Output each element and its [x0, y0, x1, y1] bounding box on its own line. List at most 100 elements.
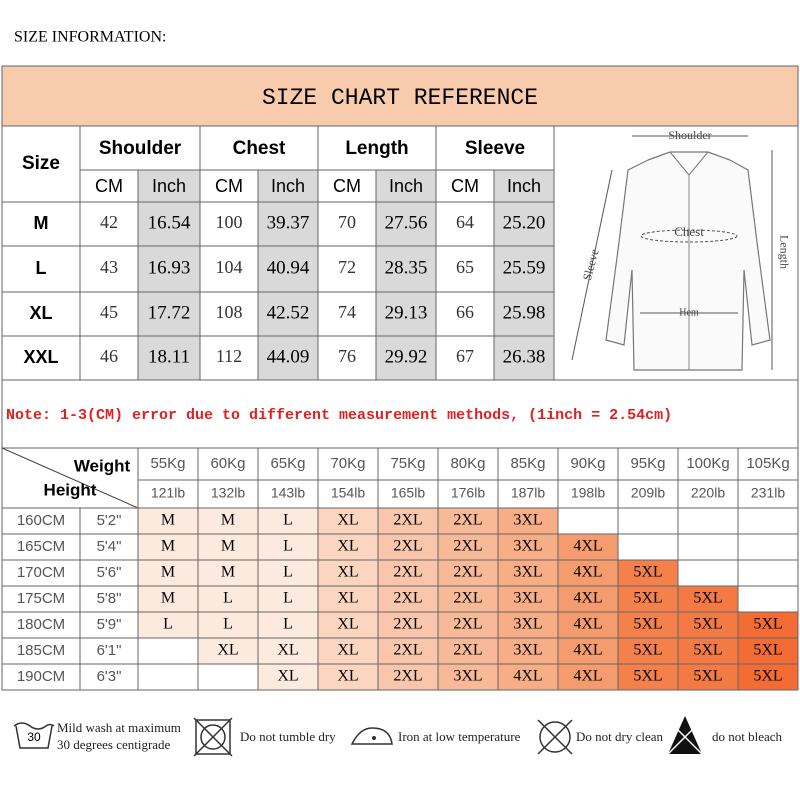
table-cell	[317, 335, 377, 381]
size-cell: 2XL	[393, 512, 422, 529]
table-cell	[257, 611, 319, 639]
table-cell	[435, 201, 495, 247]
size-cell: XL	[337, 590, 358, 607]
size-cell: L	[163, 616, 173, 633]
table-cell	[737, 533, 799, 561]
table-cell	[137, 447, 199, 481]
table-cell	[137, 335, 201, 381]
size-label: L	[36, 258, 47, 278]
weight-lb: 220lb	[691, 485, 725, 501]
table-cell	[317, 479, 379, 509]
height-cm: 190CM	[17, 668, 65, 685]
size-cell: 4XL	[573, 538, 602, 555]
table-cell	[435, 335, 495, 381]
table-cell	[557, 447, 619, 481]
table-cell	[1, 637, 81, 665]
size-cell: 3XL	[513, 616, 542, 633]
size-value: 17.72	[148, 302, 191, 323]
size-cell: 4XL	[573, 616, 602, 633]
weight-lb: 231lb	[751, 485, 785, 501]
group-header: Length	[345, 138, 408, 159]
size-value: 25.20	[503, 212, 546, 233]
table-cell	[377, 637, 439, 665]
size-cell: M	[161, 512, 175, 529]
table-cell	[257, 533, 319, 561]
size-cell: M	[161, 564, 175, 581]
table-cell	[437, 447, 499, 481]
size-value: 72	[338, 257, 356, 277]
dryclean-icon	[539, 721, 571, 753]
size-cell: M	[161, 538, 175, 555]
table-cell	[257, 447, 319, 481]
size-cell: XL	[217, 642, 238, 659]
size-cell: 5XL	[633, 642, 662, 659]
weight-kg: 90Kg	[570, 455, 605, 472]
table-cell	[493, 201, 555, 247]
weight-kg: 75Kg	[390, 455, 425, 472]
table-cell	[557, 611, 619, 639]
table-cell	[257, 245, 319, 293]
size-cell: 2XL	[453, 642, 482, 659]
table-cell	[317, 559, 379, 587]
table-cell	[137, 637, 199, 665]
size-cell: 5XL	[633, 616, 662, 633]
weight-kg: 70Kg	[330, 455, 365, 472]
table-cell	[557, 585, 619, 613]
weight-lb: 132lb	[211, 485, 245, 501]
table-cell	[257, 507, 319, 535]
size-cell: 2XL	[453, 512, 482, 529]
table-cell	[497, 637, 559, 665]
table-cell	[317, 201, 377, 247]
wash-temp: 30	[27, 730, 41, 744]
unit-header: CM	[451, 176, 479, 196]
note: Note: 1-3(CM) error due to different mea…	[6, 407, 672, 424]
height-cm: 180CM	[17, 616, 65, 633]
table-cell	[377, 559, 439, 587]
table-cell	[737, 559, 799, 587]
table-cell	[317, 169, 377, 203]
table-cell	[677, 663, 739, 691]
care-text: Mild wash at maximum	[57, 720, 181, 735]
size-cell: M	[161, 590, 175, 607]
weight-kg: 55Kg	[150, 455, 185, 472]
size-value: 76	[338, 346, 356, 366]
table-cell	[197, 533, 259, 561]
table-cell	[737, 585, 799, 613]
height-cm: 185CM	[17, 642, 65, 659]
table-cell	[199, 125, 319, 171]
size-value: 16.54	[148, 212, 191, 233]
table-cell	[617, 533, 679, 561]
size-value: 74	[338, 302, 356, 322]
label-chest: Chest	[674, 224, 704, 239]
table-cell	[199, 201, 259, 247]
size-value: 42.52	[267, 302, 310, 323]
size-cell: 2XL	[453, 538, 482, 555]
size-cell: 5XL	[633, 668, 662, 685]
table-cell	[677, 533, 739, 561]
size-cell: XL	[337, 512, 358, 529]
table-cell	[617, 559, 679, 587]
label-hem: Hem	[679, 307, 699, 318]
size-cell: 4XL	[573, 590, 602, 607]
size-cell: XL	[337, 538, 358, 555]
height-ft: 5'8"	[97, 590, 122, 607]
sleeve-arrow	[571, 169, 613, 361]
table-cell	[317, 637, 379, 665]
table-cell	[317, 533, 379, 561]
table-cell	[493, 335, 555, 381]
table-cell	[1, 585, 81, 613]
size-value: 16.93	[148, 257, 191, 278]
size-cell: 5XL	[633, 590, 662, 607]
table-cell	[257, 201, 319, 247]
height-ft: 5'4"	[97, 538, 122, 555]
title: SIZE CHART REFERENCE	[262, 85, 538, 111]
table-cell	[737, 479, 799, 509]
size-header: Size	[22, 153, 60, 174]
table-cell	[557, 507, 619, 535]
weight-lb: 165lb	[391, 485, 425, 501]
table-cell	[377, 663, 439, 691]
size-value: 65	[456, 257, 474, 277]
height-ft: 6'1"	[97, 642, 122, 659]
size-value: 45	[100, 302, 118, 322]
